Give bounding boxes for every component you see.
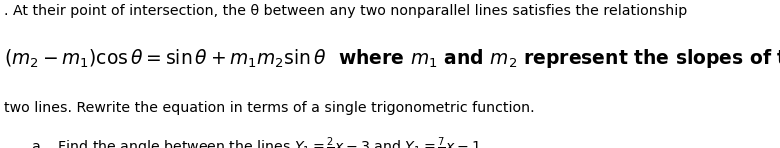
Text: a.   Find the angle between the lines $Y_1 = \frac{2}{5}x - 3$ and $Y_1 = \frac{: a. Find the angle between the lines $Y_1… (31, 135, 486, 148)
Text: . At their point of intersection, the θ between any two nonparallel lines satisf: . At their point of intersection, the θ … (4, 4, 687, 18)
Text: two lines. Rewrite the equation in terms of a single trigonometric function.: two lines. Rewrite the equation in terms… (4, 101, 534, 115)
Text: $(m_2 - m_1)\cos\theta = \sin\theta + m_1m_2\sin\theta$  where $m_1$ and $m_2$ r: $(m_2 - m_1)\cos\theta = \sin\theta + m_… (4, 47, 780, 70)
